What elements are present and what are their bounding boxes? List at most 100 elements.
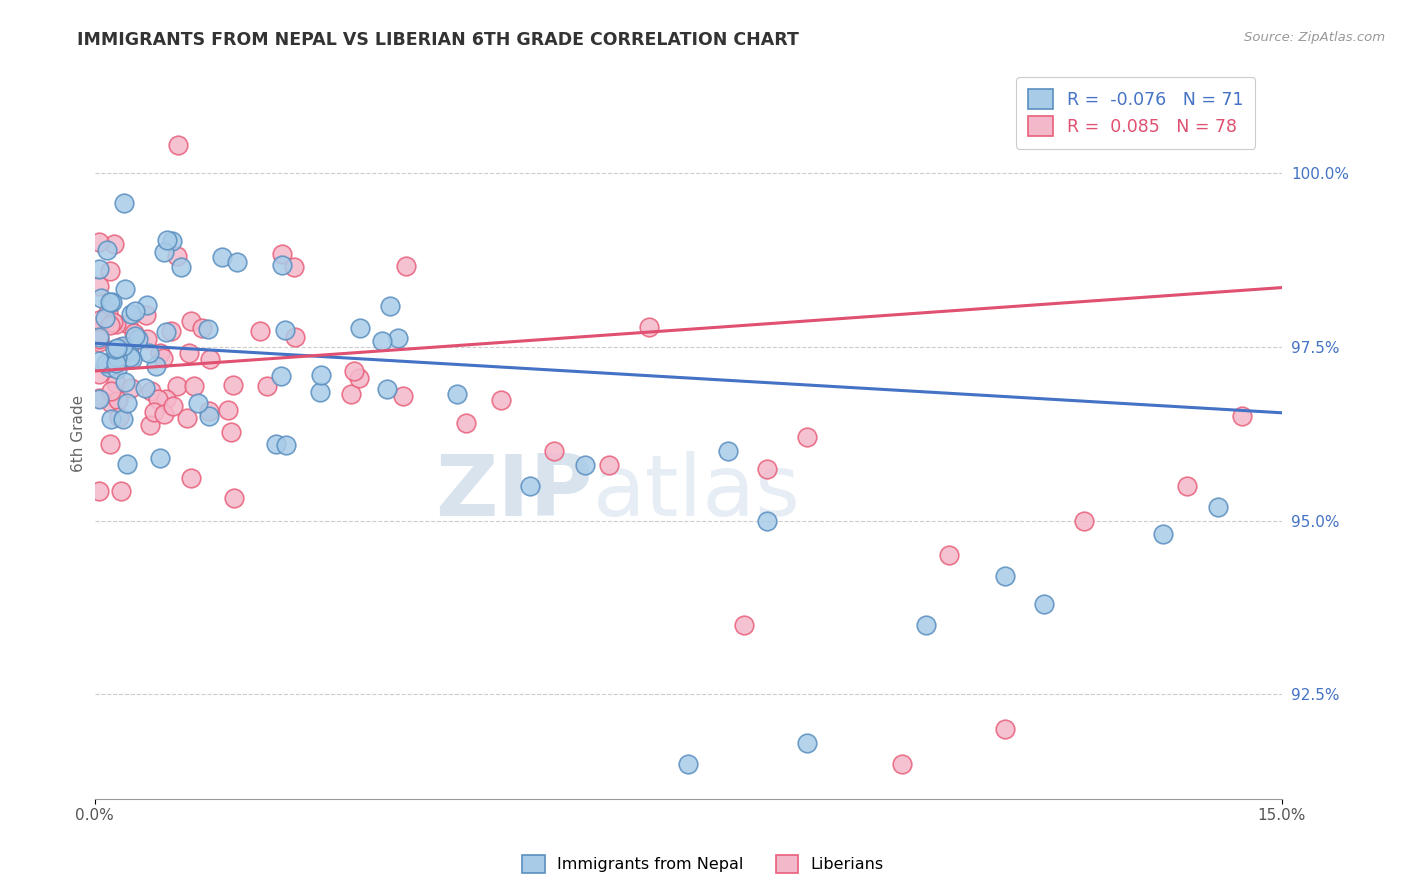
Point	[121, 351, 143, 366]
Point	[155, 325, 177, 339]
Point	[1073, 514, 1095, 528]
Point	[349, 371, 371, 385]
Point	[270, 246, 292, 260]
Point	[198, 352, 221, 367]
Point	[105, 341, 128, 355]
Point	[87, 330, 110, 344]
Point	[152, 407, 174, 421]
Point	[446, 387, 468, 401]
Point	[211, 250, 233, 264]
Point	[309, 385, 332, 400]
Point	[1175, 479, 1198, 493]
Point	[87, 312, 110, 326]
Point	[489, 392, 512, 407]
Point	[283, 260, 305, 275]
Legend: R =  -0.076   N = 71, R =  0.085   N = 78: R = -0.076 N = 71, R = 0.085 N = 78	[1017, 78, 1256, 149]
Point	[112, 339, 135, 353]
Point	[114, 282, 136, 296]
Point	[94, 356, 117, 370]
Point	[180, 314, 202, 328]
Point	[90, 291, 112, 305]
Point	[155, 392, 177, 407]
Point	[117, 344, 139, 359]
Point	[180, 471, 202, 485]
Point	[270, 368, 292, 383]
Point	[135, 309, 157, 323]
Point	[183, 378, 205, 392]
Text: IMMIGRANTS FROM NEPAL VS LIBERIAN 6TH GRADE CORRELATION CHART: IMMIGRANTS FROM NEPAL VS LIBERIAN 6TH GR…	[77, 31, 799, 49]
Point	[191, 321, 214, 335]
Point	[676, 756, 699, 771]
Point	[890, 756, 912, 771]
Point	[141, 384, 163, 398]
Point	[105, 356, 128, 370]
Point	[105, 361, 128, 376]
Point	[543, 444, 565, 458]
Point	[142, 405, 165, 419]
Point	[637, 320, 659, 334]
Point	[177, 346, 200, 360]
Point	[456, 416, 478, 430]
Point	[914, 618, 936, 632]
Point	[598, 458, 620, 472]
Point	[120, 381, 142, 395]
Point	[198, 404, 221, 418]
Point	[796, 430, 818, 444]
Point	[170, 260, 193, 274]
Y-axis label: 6th Grade: 6th Grade	[72, 395, 86, 472]
Point	[1152, 527, 1174, 541]
Point	[249, 324, 271, 338]
Point	[87, 324, 110, 338]
Point	[101, 315, 124, 329]
Point	[110, 483, 132, 498]
Point	[87, 354, 110, 368]
Point	[118, 351, 141, 365]
Point	[222, 377, 245, 392]
Point	[152, 351, 174, 366]
Point	[110, 340, 132, 354]
Point	[112, 411, 135, 425]
Point	[574, 458, 596, 472]
Point	[96, 243, 118, 257]
Point	[122, 326, 145, 340]
Point	[149, 451, 172, 466]
Point	[87, 391, 110, 405]
Point	[87, 368, 110, 382]
Point	[717, 444, 740, 458]
Point	[98, 264, 121, 278]
Point	[222, 491, 245, 505]
Point	[375, 382, 398, 396]
Point	[100, 384, 122, 398]
Point	[98, 294, 121, 309]
Point	[115, 396, 138, 410]
Point	[117, 340, 139, 354]
Point	[146, 392, 169, 406]
Point	[167, 138, 190, 153]
Point	[160, 235, 183, 249]
Text: atlas: atlas	[593, 450, 801, 533]
Point	[156, 233, 179, 247]
Point	[117, 317, 139, 331]
Point	[87, 392, 110, 406]
Point	[134, 381, 156, 395]
Point	[138, 418, 160, 433]
Point	[176, 411, 198, 425]
Point	[264, 436, 287, 450]
Point	[136, 298, 159, 312]
Point	[153, 244, 176, 259]
Point	[98, 437, 121, 451]
Point	[124, 328, 146, 343]
Point	[271, 258, 294, 272]
Point	[105, 350, 128, 364]
Point	[87, 261, 110, 276]
Point	[226, 254, 249, 268]
Point	[104, 376, 127, 390]
Point	[98, 360, 121, 375]
Point	[217, 403, 239, 417]
Point	[392, 389, 415, 403]
Point	[162, 399, 184, 413]
Point	[994, 723, 1017, 737]
Point	[124, 304, 146, 318]
Point	[197, 322, 219, 336]
Point	[256, 379, 278, 393]
